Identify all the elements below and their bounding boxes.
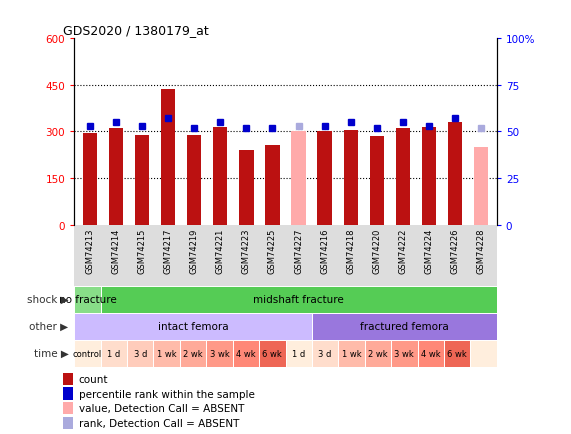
Bar — [444, 340, 471, 367]
Text: 1 wk: 1 wk — [157, 349, 176, 358]
Text: 6 wk: 6 wk — [447, 349, 467, 358]
Text: 1 d: 1 d — [292, 349, 305, 358]
Bar — [180, 340, 206, 367]
Bar — [63, 417, 73, 429]
Bar — [100, 340, 127, 367]
Bar — [417, 340, 444, 367]
Bar — [187, 135, 202, 225]
Bar — [63, 388, 73, 400]
Bar — [286, 340, 312, 367]
Bar — [259, 340, 286, 367]
Bar — [396, 129, 410, 225]
Bar — [233, 340, 259, 367]
Text: 3 d: 3 d — [134, 349, 147, 358]
Text: 3 wk: 3 wk — [210, 349, 230, 358]
Text: time ▶: time ▶ — [34, 349, 69, 358]
Bar — [312, 340, 338, 367]
Text: fractured femora: fractured femora — [360, 322, 449, 331]
Bar — [206, 340, 233, 367]
Bar — [74, 286, 100, 313]
Text: GSM74214: GSM74214 — [111, 228, 120, 273]
Text: 3 d: 3 d — [319, 349, 332, 358]
Text: midshaft fracture: midshaft fracture — [254, 295, 344, 304]
Text: 4 wk: 4 wk — [421, 349, 441, 358]
Bar — [369, 137, 384, 225]
Bar — [161, 90, 175, 225]
Text: value, Detection Call = ABSENT: value, Detection Call = ABSENT — [79, 404, 244, 414]
Text: GSM74228: GSM74228 — [477, 228, 485, 274]
Text: GSM74216: GSM74216 — [320, 228, 329, 274]
Text: no fracture: no fracture — [59, 295, 116, 304]
Bar — [317, 132, 332, 225]
Text: GSM74213: GSM74213 — [86, 228, 94, 274]
Text: 2 wk: 2 wk — [183, 349, 203, 358]
Text: GSM74218: GSM74218 — [346, 228, 355, 274]
Text: percentile rank within the sample: percentile rank within the sample — [79, 389, 255, 398]
Text: 2 wk: 2 wk — [368, 349, 388, 358]
Text: rank, Detection Call = ABSENT: rank, Detection Call = ABSENT — [79, 418, 239, 428]
Text: 1 d: 1 d — [107, 349, 120, 358]
Bar — [109, 129, 123, 225]
Text: GSM74221: GSM74221 — [216, 228, 225, 273]
Bar — [391, 340, 417, 367]
Text: GSM74222: GSM74222 — [399, 228, 407, 273]
Text: GSM74217: GSM74217 — [164, 228, 172, 274]
Bar — [448, 123, 462, 225]
Bar — [266, 146, 280, 225]
Bar — [471, 340, 497, 367]
Text: GSM74227: GSM74227 — [294, 228, 303, 274]
Bar — [135, 135, 149, 225]
Bar — [344, 131, 358, 225]
Bar — [239, 151, 254, 225]
Text: GSM74226: GSM74226 — [451, 228, 460, 274]
Text: 6 wk: 6 wk — [263, 349, 282, 358]
Text: GSM74224: GSM74224 — [424, 228, 433, 273]
Bar — [127, 340, 154, 367]
Bar — [213, 128, 227, 225]
Bar — [422, 128, 436, 225]
Bar — [83, 134, 97, 225]
Text: GSM74223: GSM74223 — [242, 228, 251, 274]
Text: intact femora: intact femora — [158, 322, 228, 331]
Text: GSM74215: GSM74215 — [138, 228, 147, 273]
Text: 1 wk: 1 wk — [341, 349, 361, 358]
Bar — [474, 148, 488, 225]
Bar — [63, 402, 73, 414]
Bar — [74, 313, 312, 340]
Bar — [338, 340, 365, 367]
Text: GDS2020 / 1380179_at: GDS2020 / 1380179_at — [63, 24, 208, 37]
Text: 4 wk: 4 wk — [236, 349, 256, 358]
Text: GSM74220: GSM74220 — [372, 228, 381, 273]
Text: GSM74219: GSM74219 — [190, 228, 199, 273]
Text: 3 wk: 3 wk — [395, 349, 414, 358]
Bar — [291, 132, 305, 225]
Bar — [63, 373, 73, 385]
Bar — [74, 340, 100, 367]
Text: GSM74225: GSM74225 — [268, 228, 277, 273]
Text: count: count — [79, 374, 108, 384]
Text: other ▶: other ▶ — [29, 322, 69, 331]
Bar — [154, 340, 180, 367]
Bar — [312, 313, 497, 340]
Bar — [365, 340, 391, 367]
Text: control: control — [73, 349, 102, 358]
Text: shock ▶: shock ▶ — [27, 295, 69, 304]
